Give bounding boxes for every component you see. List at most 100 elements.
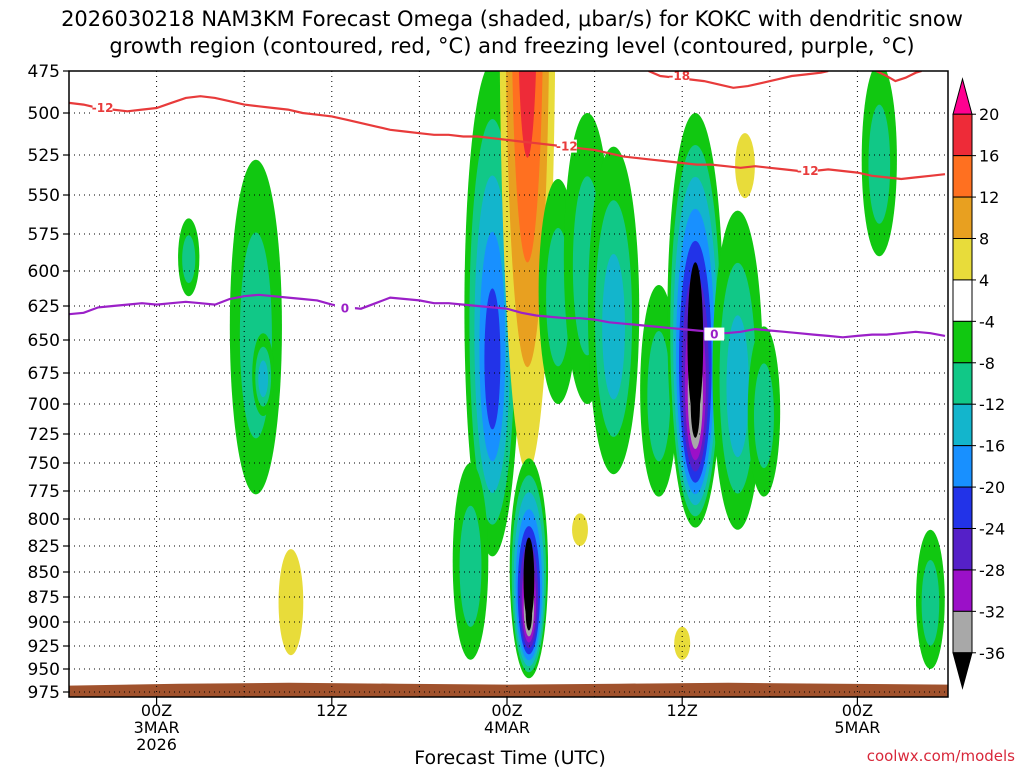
y-tick-label: 925 <box>28 637 60 657</box>
colorbar-bin <box>952 113 973 157</box>
y-tick-label: 600 <box>28 262 60 282</box>
colorbar-label: -20 <box>979 478 1005 497</box>
y-tick-label: 700 <box>28 395 60 415</box>
x-tick-label: 3MAR <box>134 718 180 737</box>
axes: 475 500 525 550 575 600 625 650 675 700 725 750 775 8… <box>28 62 949 754</box>
y-tick-label: 900 <box>28 613 60 633</box>
x-axis-label: Forecast Time (UTC) <box>414 747 605 768</box>
terrain <box>69 682 948 697</box>
omega-contour <box>647 330 671 462</box>
omega-contour <box>868 104 891 224</box>
omega-cell <box>278 549 304 656</box>
y-tick-label: 650 <box>28 331 60 351</box>
omega-cell <box>509 458 549 679</box>
x-tick-label: 12Z <box>316 701 347 720</box>
colorbar-bin <box>952 445 973 488</box>
colorbar-bin <box>952 486 973 530</box>
colorbar-label: 20 <box>979 105 999 124</box>
y-tick-label: 750 <box>28 454 60 474</box>
contour-label: 0 <box>710 328 718 342</box>
colorbar-bin <box>952 320 973 364</box>
omega-cell <box>229 159 282 495</box>
colorbar-label: 4 <box>979 271 989 290</box>
colorbar-label: -8 <box>979 354 995 373</box>
omega-cell <box>747 326 781 497</box>
colorbar-label: -36 <box>979 644 1005 663</box>
omega-contour <box>735 133 755 199</box>
plot-frame <box>68 70 949 698</box>
y-tick-label: 725 <box>28 425 60 445</box>
colorbar-bin <box>952 610 973 654</box>
colorbar-label: 8 <box>979 230 989 249</box>
colorbar-label: -24 <box>979 520 1005 539</box>
plot-area: -18 -12 -12 -12 0 0 <box>69 69 948 697</box>
dgz-contour <box>875 71 922 83</box>
colorbar-bin <box>952 569 973 612</box>
omega-contour <box>459 505 482 627</box>
x-tick-label: 00Z <box>842 701 873 720</box>
omega-cell <box>916 529 945 670</box>
omega-contour <box>602 253 625 400</box>
y-tick-label: 500 <box>28 104 60 124</box>
colorbar-bin <box>952 403 973 447</box>
y-tick-label: 575 <box>28 225 60 245</box>
x-tick-label: 4MAR <box>484 718 530 737</box>
omega-cell <box>452 463 489 660</box>
omega-contour <box>278 549 304 656</box>
colorbar-label: -4 <box>979 312 995 331</box>
freezing-level-contour <box>69 293 946 339</box>
y-tick-label: 675 <box>28 364 60 384</box>
colorbar-bin <box>952 238 973 281</box>
omega-cell <box>572 513 588 546</box>
contour-label: -18 <box>668 69 690 83</box>
credit-text: coolwx.com/models <box>867 747 1015 765</box>
colorbar-cap-top <box>952 77 973 115</box>
colorbar-bin <box>952 155 973 198</box>
contour-label-bg <box>556 139 577 153</box>
omega-contour <box>726 315 749 458</box>
y-tick-label: 875 <box>28 588 60 608</box>
omega-cell <box>178 218 200 297</box>
chart-title: 2026030218 NAM3KM Forecast Omega (shaded… <box>61 7 963 58</box>
omega-cell <box>587 146 640 475</box>
y-tick-label: 850 <box>28 563 60 583</box>
plot-clip-group: -18 -12 -12 -12 0 0 <box>69 69 948 697</box>
colorbar-cap-bottom <box>952 652 973 690</box>
x-tick-label: 5MAR <box>834 718 880 737</box>
x-tick-label: 2026 <box>136 735 177 754</box>
contour-label: -12 <box>556 140 578 154</box>
x-tick-label: 12Z <box>667 701 698 720</box>
y-tick-label: 825 <box>28 537 60 557</box>
contour-label-bg <box>669 71 690 83</box>
omega-cell <box>674 626 691 660</box>
colorbar-label: -32 <box>979 602 1005 621</box>
colorbar-label: -16 <box>979 437 1005 456</box>
y-tick-label: 525 <box>28 146 60 166</box>
omega-core <box>687 262 704 420</box>
contour-label: 0 <box>341 302 349 316</box>
colorbar-bin <box>952 196 973 239</box>
omega-contour <box>484 288 501 430</box>
omega-cell <box>464 71 521 557</box>
colorbar-label: -28 <box>979 561 1005 580</box>
omega-contour <box>258 360 269 398</box>
colorbar-bin <box>952 362 973 405</box>
colorbar: 20 16 12 8 4 -4 -8 -12 -16 -20 -24 -28 -32 -36 <box>952 77 1005 690</box>
omega-contour <box>921 560 940 646</box>
colorbar-label: 12 <box>979 188 999 207</box>
omega-cell <box>499 71 556 472</box>
y-tick-label: 775 <box>28 482 60 502</box>
omega-cell <box>735 133 755 199</box>
omega-contour <box>572 513 588 546</box>
x-tick-label: 00Z <box>141 701 172 720</box>
y-tick-label: 625 <box>28 297 60 317</box>
omega-contour <box>182 235 196 284</box>
omega-core <box>523 537 535 622</box>
colorbar-label: 16 <box>979 147 999 166</box>
title-line-1: 2026030218 NAM3KM Forecast Omega (shaded… <box>61 7 963 31</box>
y-tick-label: 800 <box>28 510 60 530</box>
contour-label-bg <box>704 327 725 341</box>
omega-contour <box>518 71 536 158</box>
x-tick-label: 00Z <box>491 701 522 720</box>
